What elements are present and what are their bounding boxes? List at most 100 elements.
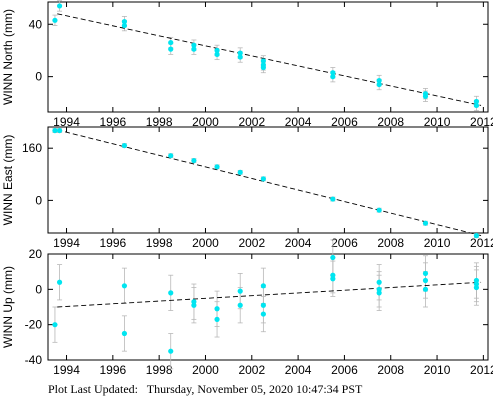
y-tick-label: 0 bbox=[35, 282, 42, 296]
y-tick-label: 0 bbox=[35, 70, 42, 84]
data-point bbox=[237, 54, 243, 60]
y-tick-label: 40 bbox=[29, 17, 43, 31]
plot-frame bbox=[47, 126, 489, 234]
data-point bbox=[214, 164, 220, 170]
data-point bbox=[422, 277, 429, 284]
plot-frame bbox=[47, 253, 489, 361]
x-tick-label: 2010 bbox=[424, 115, 451, 129]
x-tick-label: 1996 bbox=[99, 363, 126, 377]
data-point bbox=[52, 127, 58, 134]
data-point bbox=[473, 284, 480, 291]
data-point bbox=[214, 47, 220, 54]
data-point bbox=[330, 70, 336, 76]
data-point bbox=[237, 169, 243, 175]
panel-east: 1994 1996 1998 2000 2002 2004 2006 2008 2010 2012… bbox=[1, 126, 493, 250]
y-axis-label: WINN Up (mm) bbox=[1, 266, 15, 348]
data-point bbox=[260, 311, 266, 317]
data-point bbox=[376, 77, 382, 84]
x-tick-label: 2002 bbox=[238, 115, 265, 129]
data-point bbox=[191, 157, 197, 164]
data-point bbox=[191, 42, 197, 48]
data-point bbox=[214, 306, 220, 312]
x-tick-label: 2006 bbox=[331, 363, 358, 377]
panel-north: 1994 1996 1998 2000 2002 2004 2006 2008 2010 2012… bbox=[1, 0, 493, 129]
x-tick-label: 2008 bbox=[377, 115, 404, 129]
data-point bbox=[52, 17, 58, 23]
data-point bbox=[330, 74, 336, 80]
footer: Plot Last Updated: Thursday, November 05… bbox=[48, 382, 488, 397]
x-tick-label: 2010 bbox=[424, 236, 451, 250]
data-point bbox=[260, 283, 266, 289]
data-point bbox=[121, 19, 128, 25]
data-point bbox=[191, 302, 197, 308]
x-tick-label: 1998 bbox=[146, 363, 173, 377]
data-point bbox=[422, 93, 429, 99]
data-point bbox=[237, 302, 243, 308]
x-tick-label: 2012 bbox=[470, 236, 493, 250]
panel-up: 1994 1996 1998 2000 2002 2004 2006 2008 2010 2012… bbox=[1, 239, 493, 377]
plot-frame bbox=[47, 1, 489, 113]
data-point bbox=[376, 81, 382, 88]
data-point bbox=[330, 196, 336, 202]
data-point bbox=[473, 102, 480, 109]
x-tick-label: 1994 bbox=[53, 236, 80, 250]
data-point bbox=[56, 279, 63, 285]
x-tick-label: 2000 bbox=[192, 115, 219, 129]
data-point bbox=[237, 288, 243, 294]
data-point bbox=[191, 46, 197, 52]
footer-label: Plot Last Updated: bbox=[48, 382, 138, 396]
data-point bbox=[168, 46, 174, 52]
y-axis-label: WINN North (mm) bbox=[1, 9, 15, 105]
data-point bbox=[260, 176, 266, 182]
data-point bbox=[260, 64, 266, 71]
data-point bbox=[214, 51, 220, 57]
x-tick-label: 1994 bbox=[53, 363, 80, 377]
data-point bbox=[214, 316, 220, 322]
data-point bbox=[330, 276, 336, 282]
x-tick-label: 2002 bbox=[238, 363, 265, 377]
trend-line bbox=[57, 13, 482, 106]
x-tick-label: 1998 bbox=[146, 236, 173, 250]
footer-timestamp: Thursday, November 05, 2020 10:47:34 PST bbox=[146, 382, 363, 396]
trend-line bbox=[57, 129, 482, 237]
data-point bbox=[237, 50, 243, 56]
data-point bbox=[376, 279, 382, 285]
data-point bbox=[473, 98, 480, 105]
x-tick-label: 1994 bbox=[53, 115, 80, 129]
data-point bbox=[422, 286, 429, 292]
y-axis-label: WINN East (mm) bbox=[1, 135, 15, 226]
data-point bbox=[52, 322, 58, 328]
x-tick-label: 2012 bbox=[470, 363, 493, 377]
data-point bbox=[168, 153, 174, 159]
x-tick-label: 2004 bbox=[285, 363, 312, 377]
data-point bbox=[376, 207, 382, 213]
x-tick-label: 2008 bbox=[377, 236, 404, 250]
data-point bbox=[121, 330, 128, 337]
y-tick-label: -20 bbox=[25, 318, 43, 332]
data-point bbox=[121, 283, 128, 289]
data-point bbox=[260, 58, 266, 64]
data-point bbox=[422, 220, 429, 226]
data-point bbox=[473, 233, 480, 239]
x-tick-label: 2008 bbox=[377, 363, 404, 377]
x-tick-label: 2012 bbox=[470, 115, 493, 129]
y-tick-label: 0 bbox=[35, 193, 42, 207]
x-tick-label: 1996 bbox=[99, 236, 126, 250]
data-point bbox=[121, 22, 128, 29]
x-tick-label: 2010 bbox=[424, 363, 451, 377]
x-tick-label: 1996 bbox=[99, 115, 126, 129]
x-tick-label: 2006 bbox=[331, 236, 358, 250]
x-tick-label: 2004 bbox=[285, 115, 312, 129]
trend-line bbox=[57, 281, 482, 308]
y-tick-label: -40 bbox=[25, 353, 43, 367]
x-tick-label: 2002 bbox=[238, 236, 265, 250]
x-tick-label: 2004 bbox=[285, 236, 312, 250]
data-point bbox=[422, 270, 429, 277]
data-point bbox=[330, 254, 336, 261]
x-tick-label: 2006 bbox=[331, 115, 358, 129]
data-point bbox=[168, 290, 174, 296]
data-point bbox=[121, 142, 128, 149]
data-point bbox=[56, 3, 63, 9]
data-point bbox=[376, 290, 382, 296]
